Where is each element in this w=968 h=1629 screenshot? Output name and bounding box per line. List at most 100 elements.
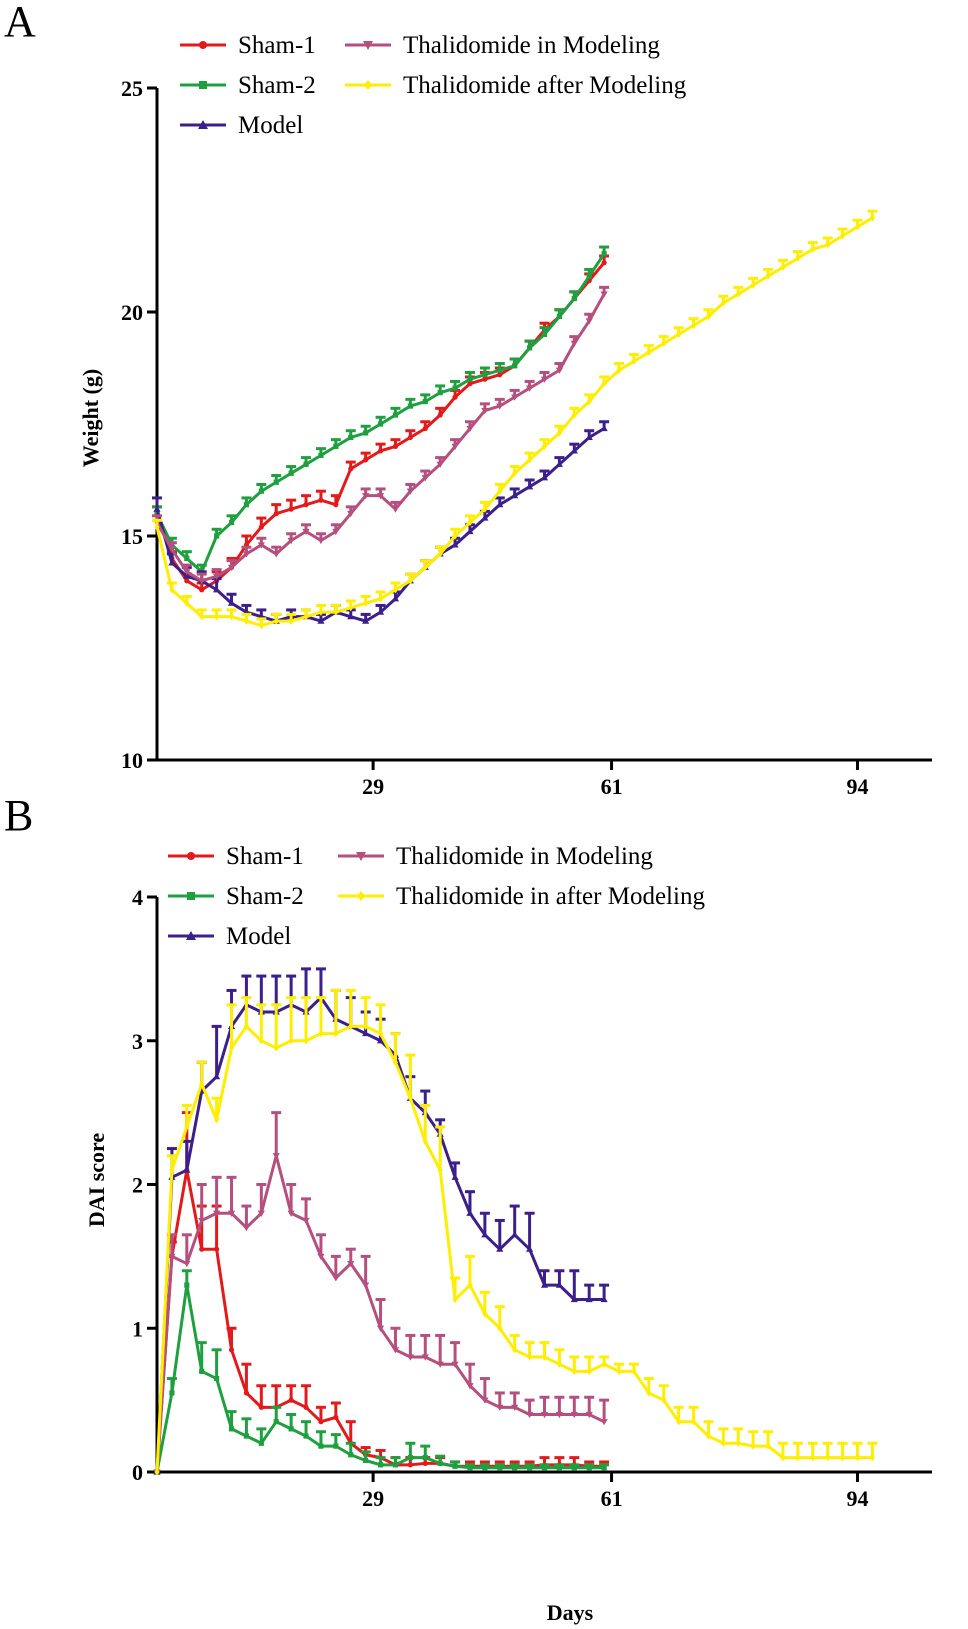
data-point — [228, 613, 235, 621]
data-point — [227, 1210, 236, 1217]
data-point — [362, 617, 370, 624]
data-point — [451, 1173, 459, 1180]
data-point — [466, 1209, 474, 1216]
data-point — [735, 290, 741, 298]
data-point — [154, 523, 160, 531]
series-line — [155, 216, 874, 628]
data-point — [377, 1029, 384, 1038]
legend-item: Sham-2 — [168, 883, 304, 910]
dai-x-tick-label: 61 — [601, 1486, 623, 1511]
data-point — [318, 497, 324, 503]
weight-series-1 — [152, 245, 610, 575]
legend-label: Sham-1 — [238, 32, 316, 59]
data-point — [392, 1058, 399, 1066]
data-point — [333, 502, 339, 508]
data-point — [570, 1411, 578, 1419]
panel-label-a: A — [4, 0, 36, 46]
data-point — [646, 348, 652, 356]
data-point — [869, 214, 875, 222]
data-point — [452, 1463, 458, 1469]
data-point — [541, 442, 548, 450]
data-point — [555, 1281, 564, 1288]
data-point — [571, 295, 577, 302]
data-point — [437, 390, 443, 396]
data-point — [765, 1442, 771, 1450]
legend-label: Thalidomide in Modeling — [396, 843, 653, 870]
data-point — [287, 537, 295, 545]
data-point — [363, 1022, 369, 1030]
legend-item: Thalidomide in Modeling — [345, 32, 660, 59]
data-point — [407, 434, 413, 441]
legend-label: Thalidomide in Modeling — [403, 32, 660, 59]
data-point — [586, 273, 592, 279]
data-point — [376, 493, 385, 500]
data-point — [362, 1029, 370, 1037]
weight-chart: A Weight (g) 10 15 20 25 29 61 94 Sham-1 Sham-2… — [4, 0, 932, 799]
data-point — [452, 532, 458, 540]
data-point — [511, 492, 519, 499]
data-point — [243, 1022, 250, 1030]
data-point — [467, 381, 473, 387]
data-point — [214, 533, 220, 539]
legend-marker — [186, 931, 196, 940]
legend-marker — [198, 120, 208, 129]
data-point — [437, 1460, 443, 1466]
data-point — [421, 475, 429, 482]
data-point — [436, 461, 444, 468]
data-point — [199, 1246, 205, 1252]
data-point — [154, 1468, 160, 1476]
data-point — [735, 1439, 741, 1447]
data-point — [288, 1037, 294, 1045]
data-point — [214, 1375, 220, 1382]
data-point — [348, 1452, 354, 1458]
legend-marker — [199, 81, 207, 89]
legend-label: Sham-2 — [226, 883, 304, 910]
data-point — [437, 412, 443, 418]
data-point — [810, 1454, 816, 1462]
weight-x-tick-label: 61 — [601, 774, 623, 799]
data-point — [720, 299, 726, 307]
data-point — [377, 421, 384, 427]
data-point — [585, 1411, 593, 1419]
data-point — [452, 385, 458, 391]
legend-item: Model — [168, 923, 291, 950]
dai-series-4 — [154, 988, 878, 1476]
data-point — [555, 367, 564, 374]
data-point — [392, 443, 399, 449]
data-point — [839, 232, 846, 240]
data-point — [391, 506, 400, 513]
data-point — [526, 1465, 533, 1471]
dai-series-1 — [154, 1269, 610, 1475]
data-point — [227, 599, 236, 606]
data-point — [273, 1044, 279, 1052]
data-point — [333, 1029, 339, 1038]
data-point — [348, 604, 354, 612]
data-point — [466, 425, 474, 433]
data-point — [258, 1440, 264, 1446]
data-point — [451, 541, 459, 548]
data-point — [512, 469, 518, 477]
data-point — [214, 1116, 220, 1124]
data-point — [839, 1454, 846, 1462]
weight-x-tick-label: 29 — [362, 774, 384, 799]
legend-marker — [199, 41, 207, 49]
panel-label-b: B — [4, 791, 33, 840]
dai-y-tick-label: 0 — [132, 1460, 143, 1485]
data-point — [571, 1465, 577, 1471]
data-point — [243, 502, 250, 508]
data-point — [600, 291, 608, 298]
data-point — [376, 1037, 385, 1044]
data-point — [601, 260, 607, 266]
data-point — [661, 1396, 667, 1404]
data-point — [318, 452, 324, 458]
data-point — [303, 502, 309, 508]
data-point — [363, 430, 369, 436]
legend-label: Sham-1 — [226, 843, 304, 870]
data-point — [169, 586, 175, 594]
data-point — [512, 363, 518, 369]
legend-marker — [187, 892, 195, 900]
data-point — [676, 330, 682, 338]
data-point — [318, 1443, 324, 1449]
data-point — [601, 251, 607, 257]
